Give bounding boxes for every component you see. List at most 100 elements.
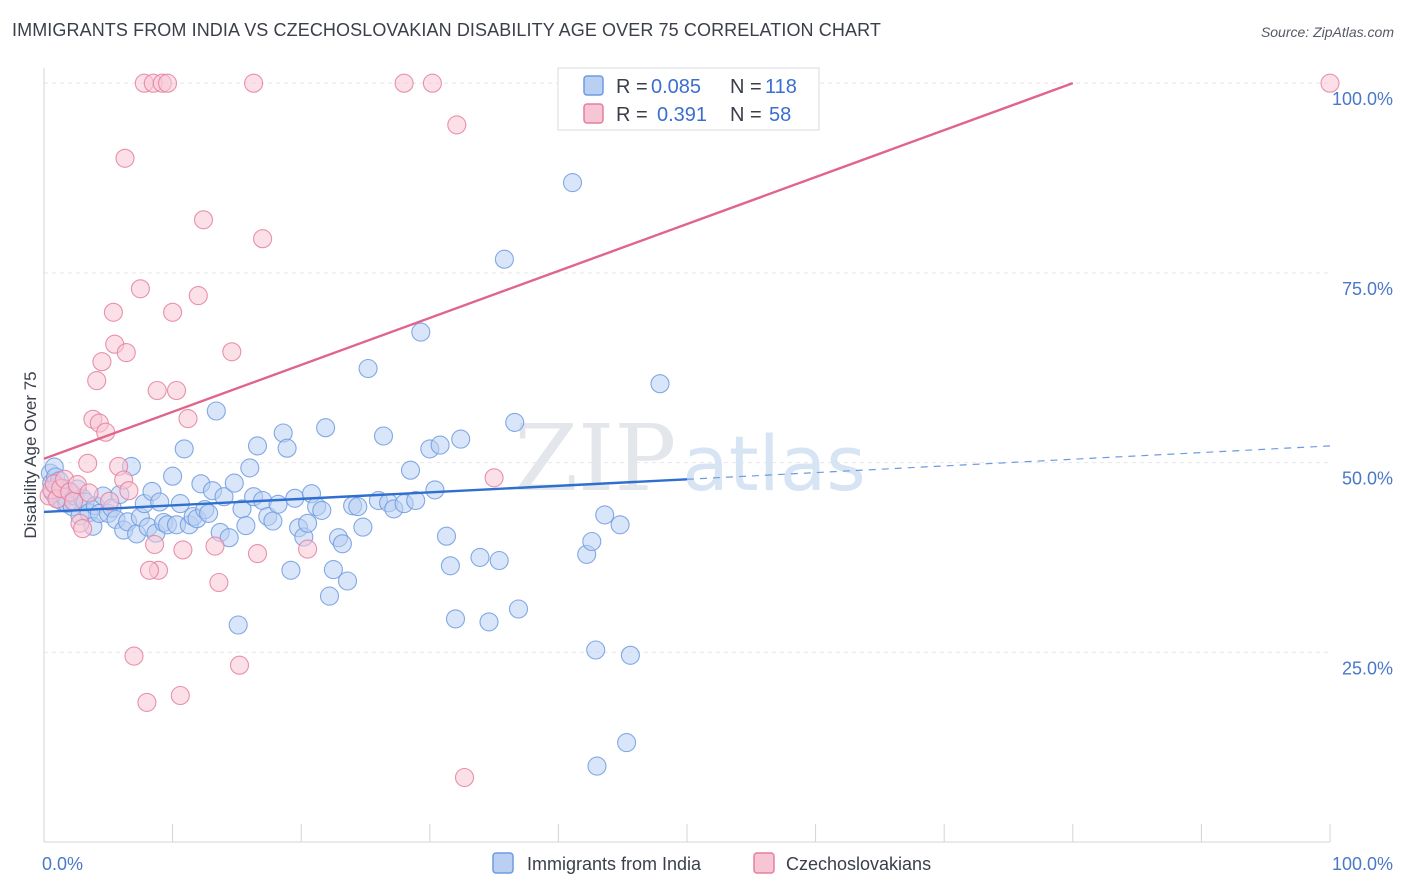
india-point-52 xyxy=(206,401,226,421)
czech-point-12 xyxy=(79,483,99,503)
y-tick-label-1: 50.0% xyxy=(1342,469,1393,489)
legend-n-value-india: 118 xyxy=(765,76,797,98)
czech-point-36 xyxy=(163,302,183,322)
series-legend-swatch-czech xyxy=(753,852,775,874)
india-point-59 xyxy=(236,516,256,536)
india-point-54 xyxy=(214,487,234,507)
czech-point-14 xyxy=(87,371,107,391)
india-point-56 xyxy=(224,473,244,493)
czech-point-44 xyxy=(209,572,229,593)
india-point-38 xyxy=(150,492,170,512)
india-point-69 xyxy=(281,560,301,580)
czech-point-45 xyxy=(222,342,242,362)
india-point-114 xyxy=(617,733,637,753)
y-axis-title: Disability Age Over 75 xyxy=(21,371,40,538)
india-point-73 xyxy=(298,513,318,533)
legend-n-value-czech: 58 xyxy=(769,104,791,126)
series-legend-swatch-india xyxy=(492,852,514,874)
india-point-104 xyxy=(489,550,509,571)
czech-point-19 xyxy=(103,302,123,322)
y-tick-label-2: 75.0% xyxy=(1342,279,1393,299)
czech-point-16 xyxy=(92,352,112,372)
czech-point-35 xyxy=(157,73,178,93)
czech-point-39 xyxy=(173,540,193,560)
czech-point-55 xyxy=(484,468,504,488)
czech-point-54 xyxy=(454,767,475,788)
czech-point-43 xyxy=(205,536,225,556)
czech-point-52 xyxy=(422,73,442,93)
czech-point-40 xyxy=(178,409,198,429)
data-points xyxy=(39,73,1340,788)
czech-point-51 xyxy=(394,73,414,93)
india-trend-line xyxy=(43,478,688,514)
czech-point-27 xyxy=(130,279,150,299)
czech-point-11 xyxy=(78,453,98,473)
series-legend-label-india: Immigrants from India xyxy=(527,854,702,874)
czech-point-48 xyxy=(247,544,268,564)
india-point-111 xyxy=(586,640,606,660)
india-point-97 xyxy=(430,435,450,455)
czech-trend-line xyxy=(43,82,1074,460)
india-point-57 xyxy=(228,615,248,635)
india-point-68 xyxy=(277,438,297,458)
czech-point-53 xyxy=(447,115,467,135)
india-point-50 xyxy=(199,503,219,523)
india-point-77 xyxy=(316,418,336,438)
india-point-107 xyxy=(508,599,529,619)
legend-n-label-india: N = xyxy=(730,76,762,98)
legend-r-label-india: R = xyxy=(616,76,648,98)
india-point-115 xyxy=(620,645,640,665)
india-point-66 xyxy=(268,494,288,514)
chart-source: Source: ZipAtlas.com xyxy=(1260,24,1394,40)
czech-point-57 xyxy=(139,560,160,580)
czech-point-56 xyxy=(1320,73,1340,93)
czech-point-46 xyxy=(229,655,250,675)
india-point-105 xyxy=(494,249,514,269)
y-tick-labels: 25.0% 50.0% 75.0% 100.0% xyxy=(1332,89,1393,678)
czech-point-23 xyxy=(115,148,135,168)
czech-point-41 xyxy=(188,286,208,306)
india-point-103 xyxy=(479,612,499,632)
czech-point-29 xyxy=(137,692,157,712)
x-ticks xyxy=(43,824,1331,842)
india-point-76 xyxy=(312,500,332,520)
czech-point-10 xyxy=(73,519,93,539)
czech-point-37 xyxy=(166,380,187,401)
india-point-101 xyxy=(451,429,471,449)
czech-point-50 xyxy=(298,539,318,559)
india-point-98 xyxy=(436,526,457,546)
india-point-93 xyxy=(406,490,426,511)
series-legend: Immigrants from India Czechoslovakians xyxy=(492,852,931,874)
india-point-84 xyxy=(348,497,368,517)
x-tick-label-0: 0.0% xyxy=(42,854,83,874)
czech-point-25 xyxy=(119,481,139,501)
chart-title: IMMIGRANTS FROM INDIA VS CZECHOSLOVAKIAN… xyxy=(12,20,881,40)
legend-swatch-india xyxy=(583,75,604,96)
x-tick-label-1: 100.0% xyxy=(1332,854,1393,874)
india-point-99 xyxy=(440,556,460,576)
india-point-82 xyxy=(337,571,358,591)
series-legend-label-czech: Czechoslovakians xyxy=(786,854,931,874)
india-trend-extension xyxy=(686,445,1331,480)
india-point-108 xyxy=(562,173,583,193)
legend-r-value-czech: 0.391 xyxy=(657,104,707,126)
trend-lines xyxy=(43,82,1331,514)
india-point-96 xyxy=(425,480,445,500)
india-point-55 xyxy=(219,528,239,548)
india-point-60 xyxy=(240,458,260,478)
legend-n-label-czech: N = xyxy=(730,104,762,126)
legend-r-value-india: 0.085 xyxy=(651,76,701,98)
india-point-81 xyxy=(332,534,352,554)
india-point-78 xyxy=(319,586,340,606)
grid-lines xyxy=(44,82,1330,653)
watermark-zip: ZIP xyxy=(514,405,676,512)
india-point-116 xyxy=(650,374,670,394)
czech-point-42 xyxy=(193,210,214,230)
y-tick-label-3: 100.0% xyxy=(1332,89,1393,109)
czech-point-49 xyxy=(253,229,273,249)
czech-point-26 xyxy=(124,646,144,666)
india-point-106 xyxy=(505,412,525,432)
india-point-44 xyxy=(174,439,194,459)
legend-r-label-czech: R = xyxy=(616,104,648,126)
india-point-113 xyxy=(610,515,630,535)
